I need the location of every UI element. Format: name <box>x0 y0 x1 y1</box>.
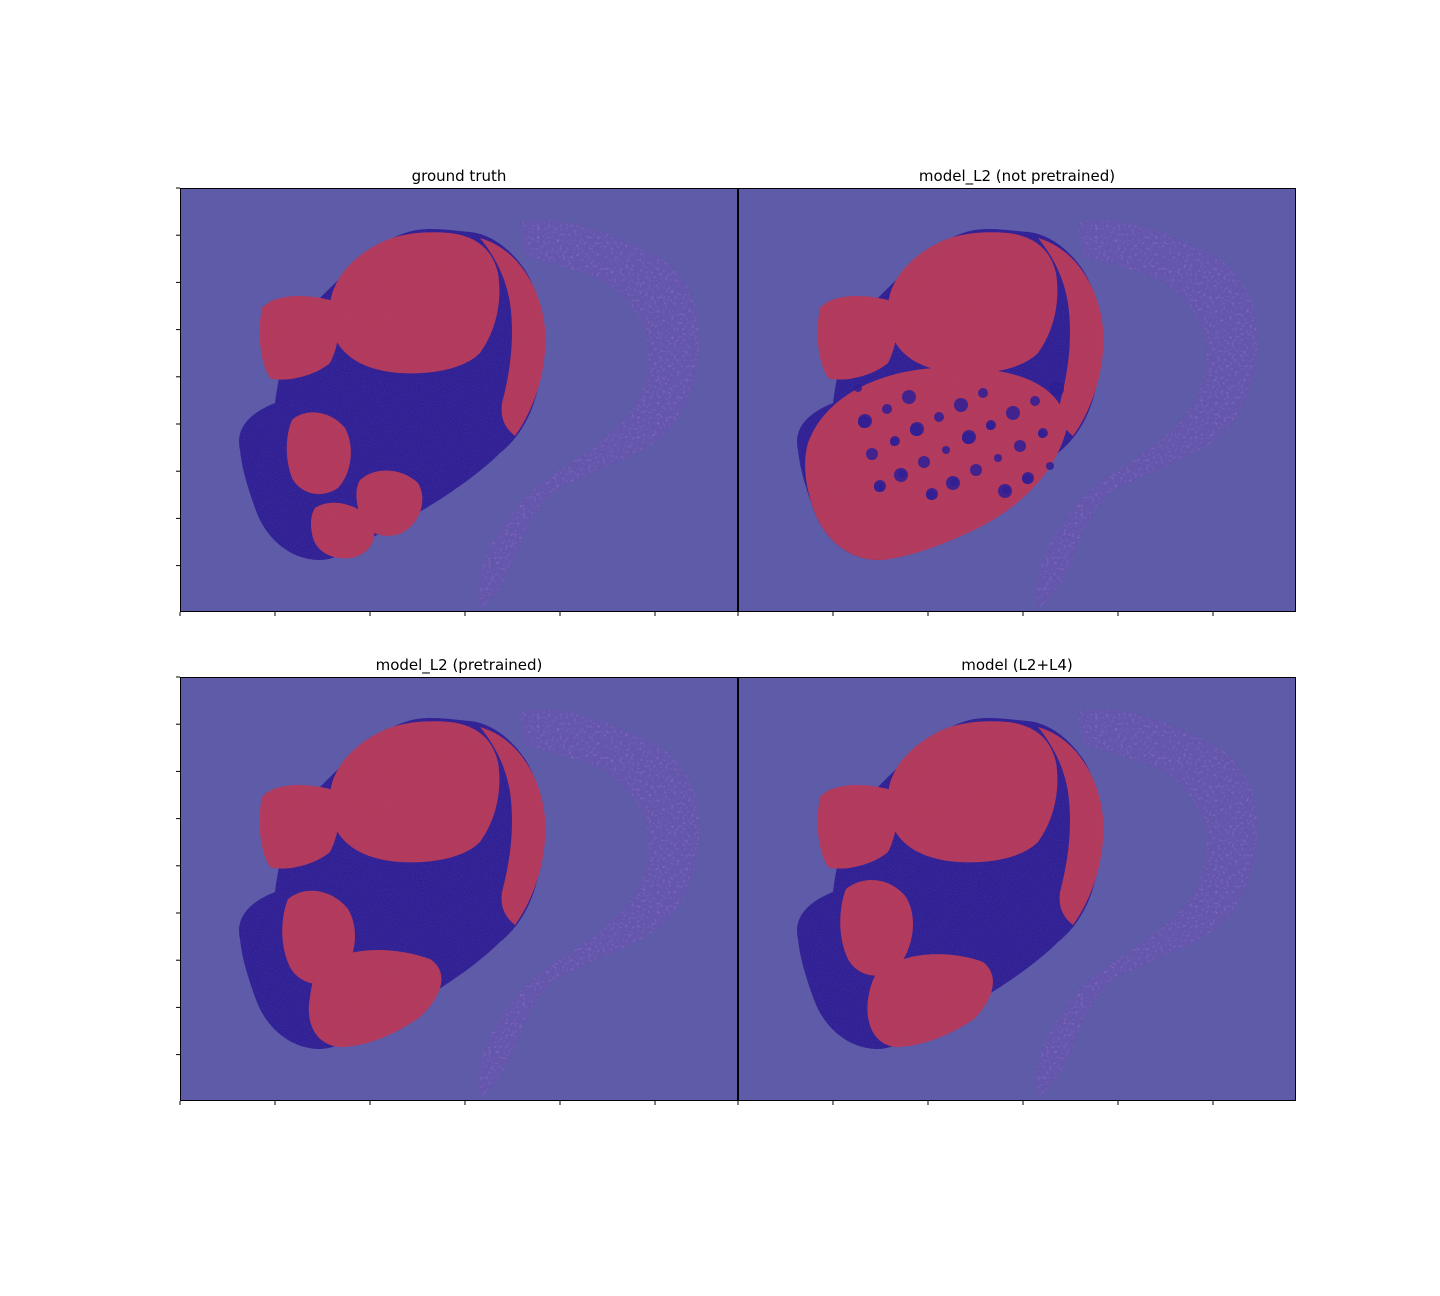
tissue-speckle <box>994 454 1002 462</box>
tissue-speckle <box>954 398 968 412</box>
panel-image-l2np <box>738 188 1296 616</box>
tissue-speckle <box>858 416 870 428</box>
tissue-speckle <box>1022 474 1032 484</box>
tissue-speckle <box>986 422 994 430</box>
tissue-speckle <box>902 390 916 404</box>
panel-image-gt <box>176 188 738 616</box>
tissue-speckle <box>910 424 922 436</box>
tissue-speckle <box>998 484 1012 498</box>
tissue-speckle <box>890 438 898 446</box>
tumor-texture <box>287 412 351 494</box>
tissue-speckle <box>1030 396 1040 406</box>
tissue-speckle <box>1050 382 1064 396</box>
tissue-speckle <box>1006 406 1020 420</box>
panel-image-l2p <box>176 677 738 1105</box>
tissue-speckle <box>970 464 982 476</box>
tissue-speckle <box>854 384 862 392</box>
tissue-speckle <box>978 388 988 398</box>
tissue-speckle <box>866 448 878 460</box>
tissue-speckle <box>926 490 936 500</box>
tissue-speckle <box>1014 440 1026 452</box>
tissue-speckle <box>1046 462 1054 470</box>
tissue-speckle <box>946 476 960 490</box>
tissue-speckle <box>934 412 944 422</box>
tissue-speckle <box>882 404 892 414</box>
panel-image-l2l4 <box>738 677 1296 1105</box>
tissue-speckle <box>894 468 908 482</box>
tissue-speckle <box>1038 430 1046 438</box>
tissue-speckle <box>874 482 884 492</box>
tissue-speckle <box>962 432 974 444</box>
tissue-speckle <box>942 446 950 454</box>
tissue-speckle <box>918 456 930 468</box>
